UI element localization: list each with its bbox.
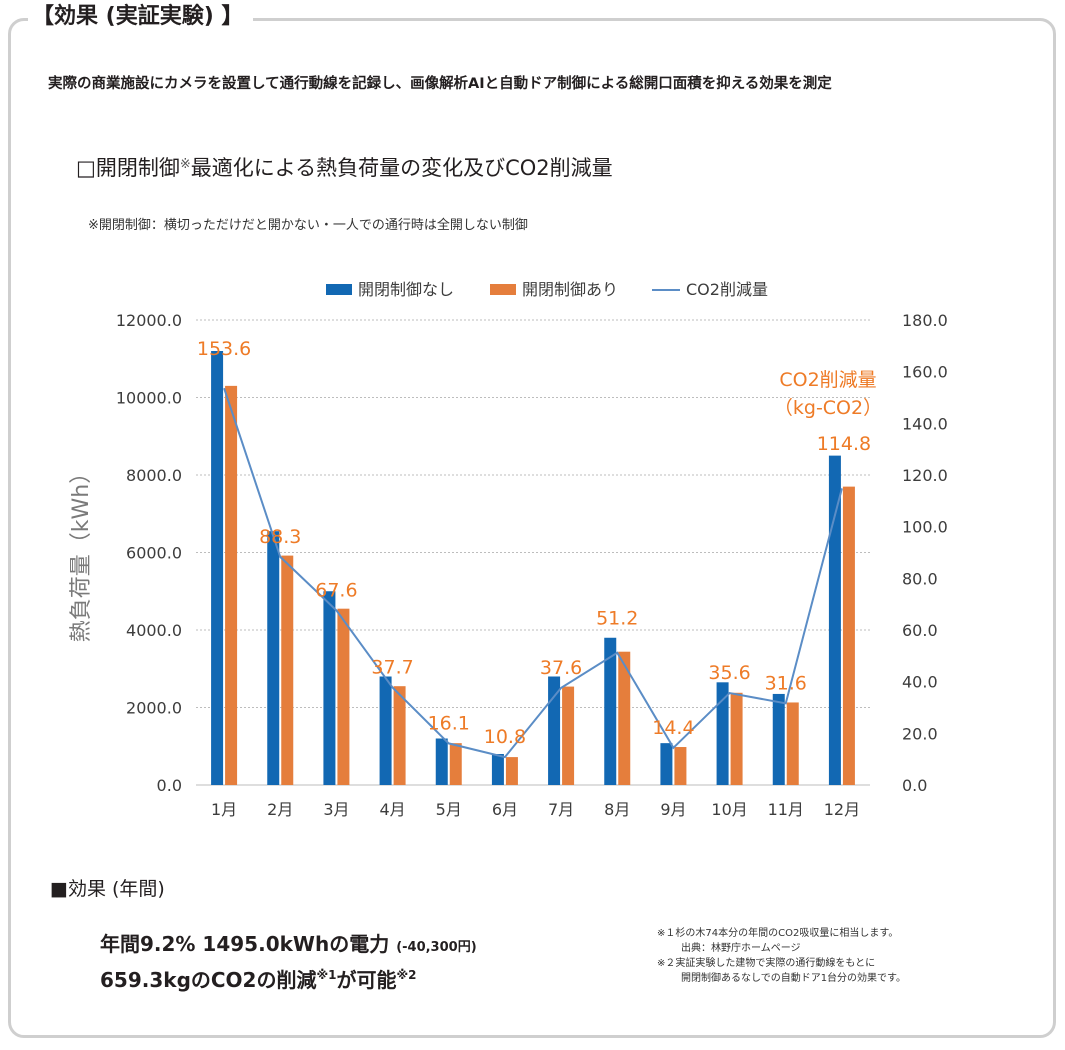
footnote-1: ※１杉の木74本分の年間のCO2吸収量に相当します。 [657, 928, 899, 939]
bar-with-control [505, 757, 518, 785]
chart-footnote: ※開閉制御：横切っただけだと開かない・一人での通行時は全開しない制御 [88, 218, 528, 233]
legend-swatch-with-control [490, 284, 516, 295]
bar-without-control [267, 531, 280, 785]
co2-data-label: 88.3 [259, 526, 301, 548]
y2-tick-label: 120.0 [902, 466, 948, 485]
effect-cost-text: (-40,300円) [396, 940, 477, 955]
y-tick-label: 6000.0 [126, 544, 182, 563]
co2-data-label: 37.6 [540, 657, 582, 679]
x-tick-label: 10月 [711, 800, 747, 819]
bar-without-control [211, 351, 224, 785]
x-tick-label: 5月 [436, 800, 462, 819]
co2-data-label: 35.6 [708, 662, 750, 684]
x-tick-label: 12月 [824, 800, 860, 819]
effect-heading: ■効果 (年間) [50, 878, 165, 900]
content-frame [8, 18, 1056, 1038]
bar-with-control [562, 686, 575, 785]
x-tick-label: 1月 [211, 800, 237, 819]
x-tick-label: 7月 [548, 800, 574, 819]
experiment-description: 実際の商業施設にカメラを設置して通行動線を記録し、画像解析AIと自動ドア制御によ… [48, 76, 832, 92]
co2-data-label: 153.6 [197, 338, 251, 360]
bar-without-control [323, 591, 336, 785]
bar-without-control [435, 738, 448, 785]
y2-axis-label-line1: CO2削減量 [779, 369, 876, 391]
y2-tick-label: 0.0 [902, 776, 927, 795]
effect-co2-line: 659.3kgのCO2の削減※1が可能※2 [100, 964, 417, 993]
co2-data-label: 31.6 [765, 672, 807, 694]
bar-without-control [548, 676, 561, 785]
co2-data-label: 14.4 [652, 717, 694, 739]
y2-tick-label: 20.0 [902, 724, 938, 743]
co2-data-label: 16.1 [428, 712, 470, 734]
bar-with-control [842, 486, 855, 785]
legend-label-co2: CO2削減量 [686, 280, 768, 299]
co2-line [223, 387, 843, 759]
bar-without-control [828, 455, 841, 785]
bar-with-control [449, 743, 462, 785]
bar-with-control [730, 692, 743, 785]
legend-label-with-control: 開閉制御あり [522, 280, 618, 299]
bar-with-control [393, 686, 406, 785]
y2-tick-label: 160.0 [902, 363, 948, 382]
co2-data-label: 37.7 [371, 657, 413, 679]
footnote-2: ※２実証実験した建物で実際の通行動線をもとに [657, 958, 876, 969]
y2-tick-label: 140.0 [902, 414, 948, 433]
y2-axis-label-line2: （kg-CO2） [774, 397, 882, 419]
bar-without-control [716, 682, 729, 785]
bar-with-control [225, 385, 238, 785]
co2-data-label: 67.6 [315, 579, 357, 601]
y2-tick-label: 180.0 [902, 311, 948, 330]
bar-without-control [772, 693, 785, 785]
y2-tick-label: 80.0 [902, 569, 938, 588]
y-tick-label: 8000.0 [126, 466, 182, 485]
bar-with-control [337, 608, 350, 785]
x-tick-label: 3月 [323, 800, 349, 819]
effect-footnote-mark-2: ※2 [396, 968, 417, 982]
bar-with-control [674, 747, 687, 785]
effect-energy-text: 年間9.2% 1495.0kWhの電力 [100, 932, 390, 956]
y-tick-label: 10000.0 [116, 389, 182, 408]
co2-data-label: 51.2 [596, 608, 638, 630]
section-title: 【効果 (実証実験) 】 [28, 2, 254, 32]
legend-swatch-without-control [326, 284, 352, 295]
y-axis-label: 熱負荷量（kWh） [69, 462, 94, 642]
bar-without-control [604, 637, 617, 785]
y-tick-label: 2000.0 [126, 699, 182, 718]
effect-possible-text: が可能 [336, 968, 397, 992]
bar-with-control [618, 651, 631, 785]
chart-title-mark: ※ [179, 157, 191, 172]
footnote-2-continued: 開閉制御あるなしでの自動ドア1台分の効果です。 [681, 973, 907, 984]
bar-without-control [379, 676, 392, 785]
legend-label-without-control: 開閉制御なし [358, 280, 454, 299]
y-tick-label: 0.0 [157, 776, 182, 795]
footnotes: ※１杉の木74本分の年間のCO2吸収量に相当します。 出典：林野庁ホームページ … [657, 926, 906, 986]
y2-tick-label: 100.0 [902, 518, 948, 537]
y2-tick-label: 60.0 [902, 621, 938, 640]
footnote-1-source: 出典：林野庁ホームページ [681, 943, 801, 954]
co2-data-label: 114.8 [817, 433, 871, 455]
y-tick-label: 12000.0 [116, 311, 182, 330]
x-tick-label: 9月 [660, 800, 686, 819]
x-tick-label: 2月 [267, 800, 293, 819]
chart-title: □開閉制御※最適化による熱負荷量の変化及びCO2削減量 [76, 152, 613, 182]
effect-energy-line: 年間9.2% 1495.0kWhの電力 (-40,300円) [100, 928, 477, 957]
bar-without-control [660, 743, 673, 785]
x-tick-label: 4月 [379, 800, 405, 819]
co2-data-label: 10.8 [484, 726, 526, 748]
x-tick-label: 11月 [768, 800, 804, 819]
y2-tick-label: 40.0 [902, 673, 938, 692]
bar-without-control [491, 754, 504, 785]
effect-co2-text: 659.3kgのCO2の削減 [100, 968, 317, 992]
effect-footnote-mark-1: ※1 [316, 968, 337, 982]
bar-with-control [786, 702, 799, 785]
y-tick-label: 4000.0 [126, 621, 182, 640]
chart-title-suffix: 最適化による熱負荷量の変化及びCO2削減量 [190, 156, 613, 180]
x-tick-label: 6月 [492, 800, 518, 819]
bar-with-control [281, 555, 294, 785]
chart-title-prefix: □開閉制御 [76, 156, 180, 180]
x-tick-label: 8月 [604, 800, 630, 819]
